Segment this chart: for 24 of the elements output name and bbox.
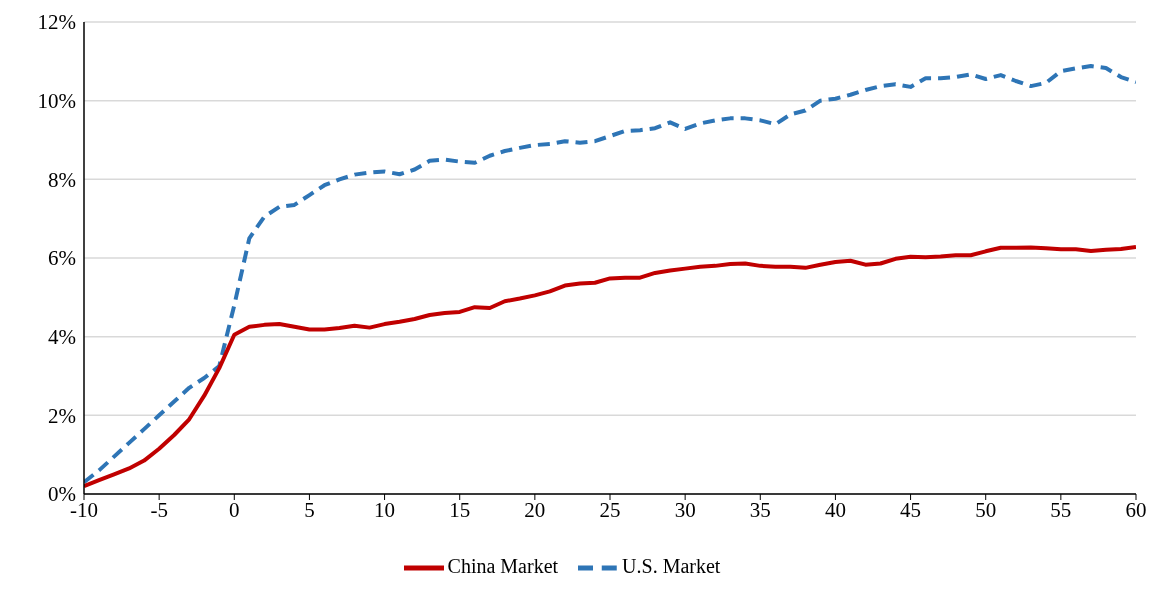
x-tick-label: 5 [304,497,315,522]
x-tick-label: 20 [524,497,546,522]
x-tick-label: 40 [824,497,846,522]
legend-label: U.S. Market [622,554,721,577]
y-tick-label: 6% [48,246,76,271]
x-tick-label: 60 [1125,497,1147,522]
x-tick-label: 55 [1050,497,1072,522]
x-tick-label: 25 [599,497,621,522]
y-tick-label: 2% [48,403,76,428]
x-tick-label: 10 [374,497,396,522]
x-tick-label: 15 [449,497,471,522]
x-tick-label: 45 [900,497,922,522]
x-tick-label: 35 [749,497,771,522]
line-series [84,244,1136,489]
x-tick-label: 30 [674,497,696,522]
x-tick-label: 0 [229,497,240,522]
line-series [84,64,1136,485]
y-tick-label: 12% [37,10,76,35]
legend-label: China Market [447,554,559,577]
y-tick-label: 4% [48,325,76,350]
x-tick-label: 50 [975,497,997,522]
x-tick-label: -5 [150,497,168,522]
y-tick-label: 10% [37,89,76,114]
y-tick-label: 8% [48,167,76,192]
